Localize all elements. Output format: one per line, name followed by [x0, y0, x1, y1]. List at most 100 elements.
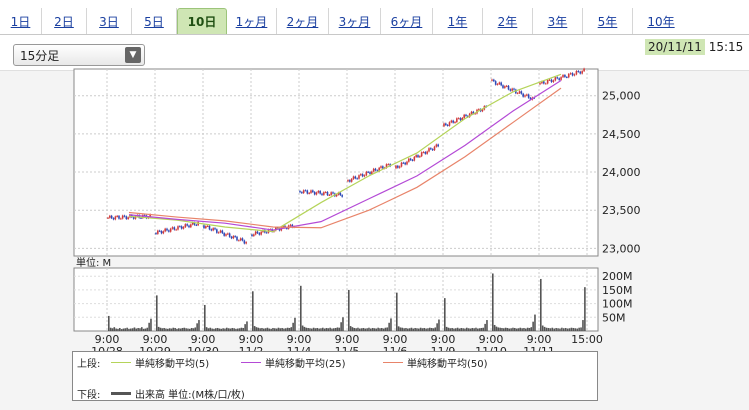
- timestamp-time: 15:15: [708, 40, 744, 54]
- volume-bar: [504, 327, 507, 331]
- candle-body: [118, 215, 120, 219]
- volume-tick-label: 100M: [602, 298, 633, 311]
- candle-body: [556, 77, 559, 79]
- tab-13[interactable]: 10年: [647, 14, 675, 29]
- candle-body: [190, 224, 192, 228]
- volume-bar: [375, 328, 378, 331]
- volume-bar: [478, 328, 481, 331]
- volume-bar: [159, 327, 162, 331]
- volume-bar: [419, 327, 422, 331]
- candle-body: [109, 215, 111, 218]
- volume-bar: [274, 328, 276, 331]
- volume-bar: [190, 327, 193, 331]
- candle-body: [448, 122, 451, 126]
- candle-body: [234, 236, 236, 238]
- volume-bar: [534, 314, 536, 331]
- volume-bar: [334, 327, 337, 331]
- candle-body: [433, 146, 436, 151]
- tab-8[interactable]: 6ヶ月: [381, 8, 433, 34]
- candle-body: [387, 164, 390, 166]
- tab-7[interactable]: 3ヶ月: [329, 8, 381, 34]
- candle-body: [339, 192, 342, 196]
- volume-plot-area: [73, 267, 599, 332]
- candle-body: [286, 227, 288, 229]
- volume-bar: [161, 328, 164, 331]
- candle-body: [123, 215, 126, 217]
- interval-select[interactable]: 15分足 ▼: [13, 44, 145, 66]
- candle-body: [341, 195, 343, 197]
- volume-bar: [122, 328, 125, 331]
- legend-swatch-ma50: [383, 362, 403, 363]
- candle-body: [363, 175, 366, 177]
- volume-bar: [456, 327, 459, 331]
- candle-body: [539, 83, 541, 85]
- volume-bar: [355, 328, 357, 331]
- candle-body: [400, 162, 403, 167]
- candle-body: [258, 233, 261, 235]
- tab-10[interactable]: 2年: [483, 8, 533, 34]
- candle-body: [500, 82, 502, 86]
- tab-0[interactable]: 1日: [0, 8, 42, 34]
- volume-tick-label: 200M: [602, 270, 633, 283]
- candle-body: [372, 168, 375, 172]
- volume-bar: [503, 328, 505, 331]
- tab-12[interactable]: 5年: [583, 8, 633, 34]
- volume-bar: [285, 328, 287, 331]
- legend-swatch-volume: [111, 392, 131, 395]
- candle-body: [216, 229, 218, 233]
- volume-bar: [475, 327, 477, 331]
- candle-body: [443, 123, 445, 127]
- volume-bar: [561, 327, 563, 331]
- volume-bar: [416, 328, 418, 331]
- candle-body: [413, 156, 416, 161]
- tab-3[interactable]: 5日: [132, 8, 177, 34]
- legend-item-ma50: 単純移動平均(50): [383, 355, 488, 370]
- tab-5[interactable]: 1ヶ月: [227, 8, 277, 34]
- x-tick-time: 15:00: [571, 333, 603, 346]
- candle-body: [459, 118, 462, 121]
- volume-bar: [381, 327, 383, 331]
- candle-body: [347, 180, 349, 182]
- volume-bar: [572, 327, 575, 331]
- candle-body: [208, 225, 211, 230]
- tab-6[interactable]: 2ヶ月: [277, 8, 329, 34]
- volume-bar: [576, 328, 579, 331]
- candle-body: [256, 231, 259, 234]
- volume-bar: [366, 328, 368, 331]
- candle-body: [502, 85, 504, 88]
- volume-bar: [277, 327, 280, 331]
- volume-bar: [425, 328, 427, 331]
- tab-1[interactable]: 2日: [42, 8, 87, 34]
- candle-body: [265, 232, 268, 234]
- candle-body: [114, 216, 117, 220]
- tab-9[interactable]: 1年: [433, 8, 483, 34]
- candle-body: [225, 234, 227, 236]
- candle-body: [138, 215, 140, 218]
- candle-body: [415, 155, 417, 157]
- candle-body: [107, 217, 109, 219]
- volume-bar: [115, 328, 117, 331]
- volume-bar: [484, 323, 486, 331]
- chevron-down-icon[interactable]: ▼: [125, 47, 141, 63]
- volume-bar: [316, 327, 319, 331]
- candle-body: [251, 234, 253, 236]
- volume-bar: [172, 327, 175, 331]
- candle-body: [552, 80, 555, 82]
- volume-bar: [111, 328, 114, 331]
- volume-bar: [430, 327, 433, 331]
- tab-11[interactable]: 3年: [533, 8, 583, 34]
- ma-line-2: [128, 87, 562, 229]
- candle-body: [358, 175, 360, 179]
- volume-bar: [135, 328, 138, 331]
- volume-bar: [434, 327, 437, 331]
- candle-body: [164, 228, 166, 232]
- volume-bar: [198, 320, 200, 331]
- volume-bar: [305, 327, 308, 331]
- volume-bar: [453, 328, 455, 331]
- candle-body: [541, 81, 543, 84]
- volume-bar: [469, 328, 472, 331]
- volume-bar: [528, 327, 531, 331]
- tab-2[interactable]: 3日: [87, 8, 132, 34]
- volume-bar: [192, 328, 195, 331]
- tab-4[interactable]: 10日: [177, 8, 227, 34]
